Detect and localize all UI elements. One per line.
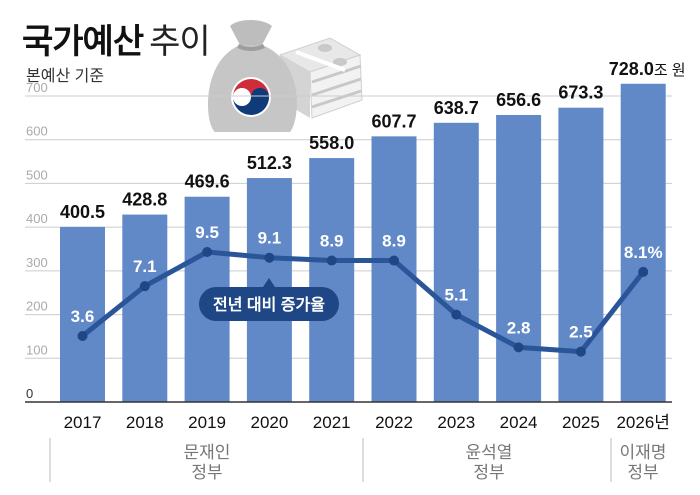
- y-tick-label: 100: [26, 342, 48, 357]
- rate-value-label: 9.5: [195, 223, 219, 242]
- y-tick-label: 700: [26, 80, 48, 95]
- x-tick-label: 2017: [64, 413, 102, 432]
- rate-line: [80, 249, 646, 355]
- x-tick-label: 2020: [250, 413, 288, 432]
- bar-value-label: 512.3: [247, 153, 292, 173]
- government-label: 정부: [627, 463, 658, 482]
- rate-marker: [139, 281, 150, 292]
- government-label: 문재인: [184, 443, 231, 462]
- rate-value-label: 8.9: [382, 232, 406, 251]
- growth-rate-line: [77, 247, 649, 357]
- y-tick-label: 500: [26, 167, 48, 182]
- rate-value-label: 7.1: [133, 257, 157, 276]
- bar-value-labels: 400.5 428.8 469.6 512.3 558.0 607.7 638.7 656.6…: [60, 59, 686, 222]
- rate-value-label: 2.8: [507, 318, 531, 337]
- y-tick-label: 400: [26, 211, 48, 226]
- government-label: 윤석열: [466, 443, 513, 462]
- bar-value-label: 400.5: [60, 202, 105, 222]
- bar: [60, 226, 105, 402]
- growth-rate-callout: 전년 대비 증가율: [199, 278, 339, 321]
- rate-marker: [326, 255, 337, 266]
- bar: [496, 114, 542, 403]
- y-tick-label: 200: [26, 299, 48, 314]
- rate-marker: [513, 342, 524, 353]
- rate-marker: [575, 346, 586, 357]
- bar: [433, 122, 479, 402]
- x-tick-label: 2018: [126, 413, 164, 432]
- x-tick-label: 2024: [500, 413, 538, 432]
- rate-marker: [264, 252, 275, 263]
- government-label: 정부: [191, 463, 222, 482]
- x-tick-label: 2026년: [616, 413, 669, 432]
- bar: [620, 83, 666, 402]
- rate-value-label: 8.9: [320, 232, 344, 251]
- rate-value-label: 5.1: [444, 286, 468, 305]
- bar-value-label: 638.7: [434, 98, 479, 118]
- bar-value-label: 728.0조 원: [609, 59, 686, 79]
- rate-marker: [638, 266, 649, 277]
- bar-value-label: 428.8: [122, 190, 167, 210]
- y-tick-label: 0: [26, 386, 33, 401]
- chart-title-bold: 국가예산: [22, 23, 144, 61]
- x-tick-label: 2025: [562, 413, 600, 432]
- y-axis-ticks: 0 100 200 300 400 500 600 700: [26, 80, 48, 401]
- bar-value-label: 607.7: [371, 111, 416, 131]
- x-tick-label: 2022: [375, 413, 413, 432]
- growth-rate-labels: 3.6 7.1 9.5 9.1 8.9 8.9 5.1 2.8 2.5 8.1%: [71, 223, 663, 342]
- bar-series: [60, 83, 666, 403]
- rate-marker: [389, 255, 399, 266]
- rate-value-label: 9.1: [258, 229, 282, 248]
- y-tick-label: 300: [26, 255, 48, 270]
- callout-label: 전년 대비 증가율: [213, 295, 325, 314]
- bar-value-label: 673.3: [558, 83, 603, 103]
- rate-marker: [202, 247, 213, 257]
- bar: [371, 136, 417, 403]
- bar-value-label: 469.6: [185, 172, 230, 192]
- chart-title-light: 추이: [149, 23, 211, 61]
- bar-value-label: 656.6: [496, 90, 541, 110]
- x-tick-label: 2019: [188, 413, 226, 432]
- money-bag-with-cash-stacks-icon: [207, 20, 363, 132]
- x-tick-label: 2023: [437, 413, 475, 432]
- y-tick-label: 600: [26, 124, 48, 139]
- government-label: 정부: [473, 463, 504, 482]
- bar-value-label: 558.0: [309, 133, 354, 153]
- rate-value-label: 3.6: [71, 307, 95, 326]
- rate-marker: [451, 309, 462, 320]
- money-bag-icon: [207, 20, 297, 132]
- government-label: 이재명: [620, 443, 667, 462]
- chart-subtitle: 본예산 기준: [26, 68, 105, 85]
- x-tick-label: 2021: [313, 413, 351, 432]
- rate-marker: [77, 331, 88, 341]
- x-axis-labels: 2017 2018 2019 2020 2021 2022 2023 2024 2025 2026…: [64, 413, 670, 432]
- rate-value-label: 2.5: [569, 323, 593, 342]
- chart-title: 국가예산 추이: [22, 14, 211, 63]
- taegeuk-blue-icon: [233, 88, 269, 115]
- bar: [558, 107, 604, 402]
- bar: [122, 214, 168, 402]
- bar: [309, 158, 355, 402]
- rate-value-label: 8.1%: [624, 243, 663, 262]
